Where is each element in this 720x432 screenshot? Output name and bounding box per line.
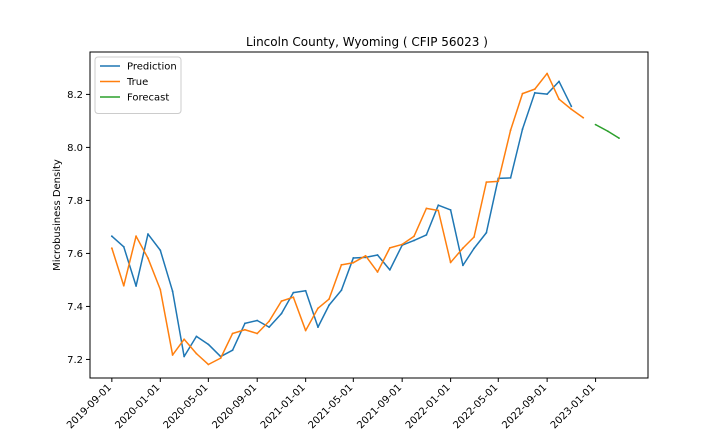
y-axis: 7.2 7.4 7.6 7.8 8.0 8.2 bbox=[67, 90, 90, 366]
data-point-forecast bbox=[594, 123, 597, 126]
y-tick-label: 7.6 bbox=[67, 249, 83, 260]
data-point-true bbox=[413, 235, 415, 238]
data-point-prediction bbox=[437, 204, 440, 207]
y-tick-label: 7.8 bbox=[67, 196, 83, 207]
data-point-true bbox=[437, 209, 440, 212]
data-point-prediction bbox=[485, 231, 488, 234]
data-point-true bbox=[449, 261, 452, 264]
y-tick-label: 7.2 bbox=[67, 355, 83, 366]
data-point-true bbox=[425, 207, 428, 210]
data-point-prediction bbox=[533, 91, 536, 94]
data-point-prediction bbox=[340, 289, 343, 292]
data-point-prediction bbox=[280, 312, 283, 315]
data-point-true bbox=[364, 254, 367, 257]
data-point-true bbox=[317, 307, 319, 310]
chart-title: Lincoln County, Wyoming ( CFIP 56023 ) bbox=[246, 35, 488, 49]
y-axis-label: Microbusiness Density bbox=[52, 159, 63, 271]
data-point-prediction bbox=[328, 304, 330, 307]
data-point-forecast bbox=[618, 137, 620, 140]
data-point-true bbox=[582, 116, 585, 119]
data-point-true bbox=[521, 92, 524, 95]
y-tick-label: 8.2 bbox=[67, 90, 83, 101]
data-point-true bbox=[352, 261, 355, 264]
data-point-prediction bbox=[317, 326, 319, 329]
legend-label-prediction: Prediction bbox=[127, 62, 177, 73]
plot-frame bbox=[89, 51, 649, 379]
data-point-true bbox=[473, 236, 475, 238]
data-point-true bbox=[376, 271, 379, 273]
data-point-prediction bbox=[521, 128, 524, 131]
data-point-true bbox=[207, 363, 210, 366]
data-point-true bbox=[401, 243, 404, 246]
data-point-prediction bbox=[110, 235, 113, 238]
data-point-prediction bbox=[256, 319, 259, 322]
y-tick-label: 7.4 bbox=[67, 302, 83, 313]
data-point-true bbox=[256, 332, 259, 335]
data-point-prediction bbox=[304, 289, 307, 292]
data-point-prediction bbox=[135, 285, 137, 287]
data-point-prediction bbox=[207, 343, 210, 346]
data-point-true bbox=[462, 247, 464, 250]
data-point-true bbox=[570, 108, 573, 111]
data-point-true bbox=[558, 98, 560, 101]
data-point-prediction bbox=[413, 239, 415, 242]
legend: Prediction True Forecast bbox=[94, 56, 182, 114]
data-point-prediction bbox=[147, 233, 149, 235]
data-point-true bbox=[533, 88, 536, 91]
data-point-prediction bbox=[292, 291, 295, 294]
y-tick-label: 8.0 bbox=[67, 143, 83, 154]
data-point-true bbox=[546, 72, 549, 75]
data-point-true bbox=[485, 181, 488, 184]
series-layer bbox=[110, 72, 620, 366]
data-point-true bbox=[110, 247, 113, 250]
legend-box bbox=[94, 56, 182, 114]
data-point-true bbox=[388, 246, 391, 249]
data-point-prediction bbox=[231, 349, 234, 352]
data-point-true bbox=[231, 332, 234, 335]
data-point-true bbox=[340, 263, 343, 266]
data-point-prediction bbox=[122, 245, 125, 248]
data-point-true bbox=[292, 296, 295, 299]
data-point-prediction bbox=[546, 93, 549, 96]
data-point-true bbox=[304, 329, 307, 332]
data-point-true bbox=[497, 180, 500, 183]
data-point-true bbox=[243, 328, 246, 331]
data-point-prediction bbox=[558, 80, 560, 83]
data-point-forecast bbox=[606, 130, 609, 133]
legend-label-true: True bbox=[126, 77, 148, 88]
data-point-true bbox=[135, 235, 137, 238]
data-point-true bbox=[280, 300, 283, 303]
data-point-prediction bbox=[268, 326, 271, 329]
data-point-prediction bbox=[183, 355, 186, 358]
data-point-prediction bbox=[195, 335, 198, 338]
data-point-prediction bbox=[570, 105, 573, 108]
data-point-prediction bbox=[171, 290, 174, 293]
data-point-prediction bbox=[509, 176, 512, 179]
data-point-prediction bbox=[425, 233, 428, 236]
data-point-prediction bbox=[462, 264, 464, 267]
legend-label-forecast: Forecast bbox=[127, 93, 169, 104]
data-point-prediction bbox=[376, 254, 379, 256]
data-point-prediction bbox=[388, 268, 391, 271]
data-point-prediction bbox=[352, 257, 355, 259]
data-point-true bbox=[219, 357, 222, 360]
data-point-true bbox=[171, 354, 174, 356]
data-point-true bbox=[147, 257, 149, 260]
series-line-true bbox=[111, 72, 584, 366]
data-point-prediction bbox=[243, 322, 246, 325]
data-point-prediction bbox=[473, 247, 475, 250]
data-point-true bbox=[509, 129, 512, 132]
data-point-true bbox=[328, 298, 330, 300]
data-point-prediction bbox=[159, 249, 162, 252]
data-point-true bbox=[159, 288, 162, 291]
data-point-true bbox=[195, 352, 198, 355]
data-point-prediction bbox=[449, 209, 452, 211]
data-point-true bbox=[122, 284, 125, 287]
data-point-true bbox=[268, 320, 271, 323]
data-point-true bbox=[183, 338, 186, 341]
